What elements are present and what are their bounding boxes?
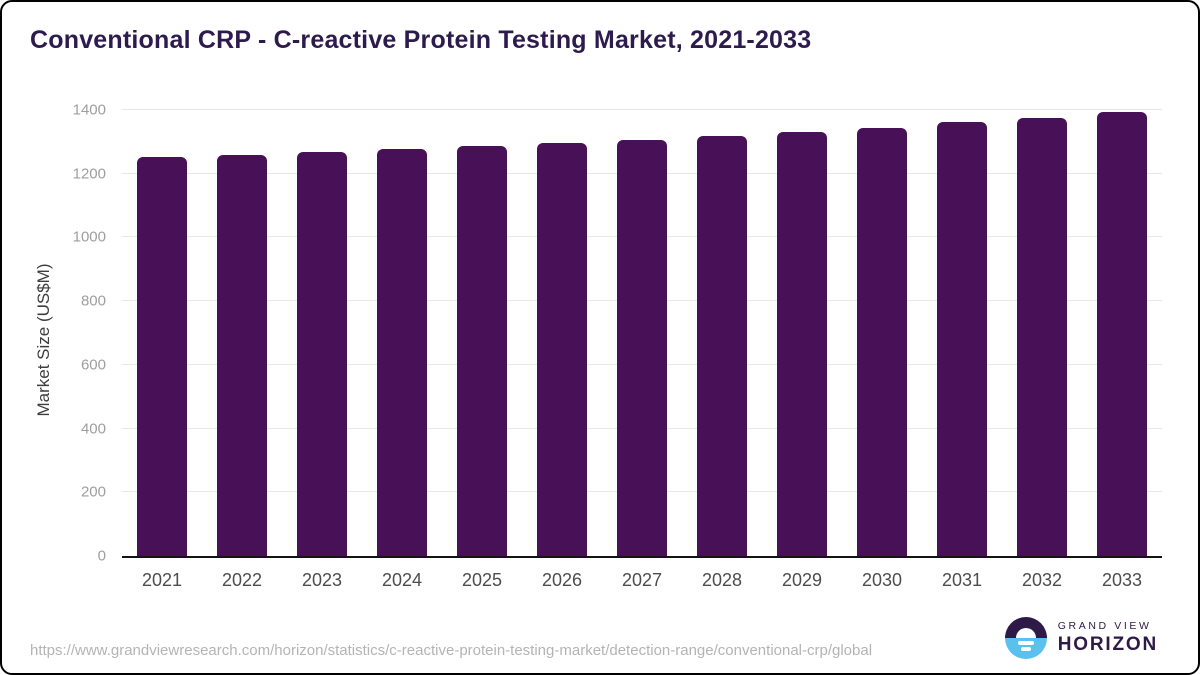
y-tick-label-0: 0 [97,547,106,565]
x-tick-label-2021: 2021 [141,570,183,590]
logo-wordmark: GRAND VIEW HORIZON [1058,620,1158,656]
y-tick-label-600: 600 [80,356,106,374]
logo-text-horizon: HORIZON [1057,634,1158,655]
chart-title: Conventional CRP - C-reactive Protein Te… [30,26,812,54]
y-axis-title: Market Size (US$M) [34,263,53,417]
x-tick-label-2023: 2023 [301,570,343,590]
gridline-1400 [122,109,1162,110]
source-url: https://www.grandviewresearch.com/horizo… [30,642,873,659]
bar-2025 [457,146,507,556]
x-tick-label-2033: 2033 [1101,570,1143,590]
logo-horizon-line-icon [1017,641,1034,645]
x-tick-label-2025: 2025 [461,570,503,590]
bar-slot-2022 [202,110,282,556]
brand-logo: GRAND VIEW HORIZON [1004,617,1158,659]
logo-text-grand-view: GRAND VIEW [1057,620,1152,632]
x-tick-label-2024: 2024 [381,570,423,590]
bar-slot-2029 [762,110,842,556]
y-tick-label-400: 400 [80,420,106,438]
logo-horizon-line-icon [1020,647,1031,651]
logo-sun-icon [1015,628,1036,638]
bar-2028 [697,136,747,556]
y-tick-label-800: 800 [80,292,106,310]
y-tick-label-1000: 1000 [72,228,106,246]
grand-view-horizon-logo-icon [1004,617,1047,659]
x-tick-label-2027: 2027 [621,570,663,590]
bar-slot-2033 [1082,110,1162,556]
bar-slot-2026 [522,110,602,556]
x-tick-label-2029: 2029 [781,570,823,590]
bar-2032 [1017,117,1067,556]
bar-slot-2021 [122,110,202,556]
bar-slot-2027 [602,110,682,556]
bar-slot-2032 [1002,110,1082,556]
x-axis-labels: 2021 2022 2023 2024 2025 2026 2027 2028 2029 2030… [122,570,1162,591]
bar-2022 [217,154,267,556]
x-tick-label-2028: 2028 [701,570,743,590]
y-tick-label-200: 200 [80,483,106,501]
bar-slot-2031 [922,110,1002,556]
bar-slot-2024 [362,110,442,556]
bar-2024 [377,149,427,556]
x-tick-label-2022: 2022 [221,570,263,590]
x-tick-label-2026: 2026 [541,570,583,590]
bar-2033 [1097,112,1147,556]
bar-slot-2025 [442,110,522,556]
bar-2029 [777,132,827,556]
bar-2021 [137,157,187,556]
bar-2023 [297,152,347,556]
bar-slot-2030 [842,110,922,556]
x-tick-label-2031: 2031 [941,570,983,590]
y-tick-label-1400: 1400 [72,101,106,119]
bar-slot-2023 [282,110,362,556]
x-tick-label-2032: 2032 [1021,570,1063,590]
plot-area: 0 200 400 600 800 1000 1200 1400 2021 2022 2023 20… [73,102,1162,590]
bar-series [122,110,1162,556]
bar-2030 [857,127,907,556]
bar-2027 [617,140,667,556]
bar-2026 [537,143,587,556]
bar-slot-2028 [682,110,762,556]
x-tick-label-2030: 2030 [861,570,903,590]
y-tick-label-1200: 1200 [72,165,106,183]
bar-2031 [937,122,987,556]
